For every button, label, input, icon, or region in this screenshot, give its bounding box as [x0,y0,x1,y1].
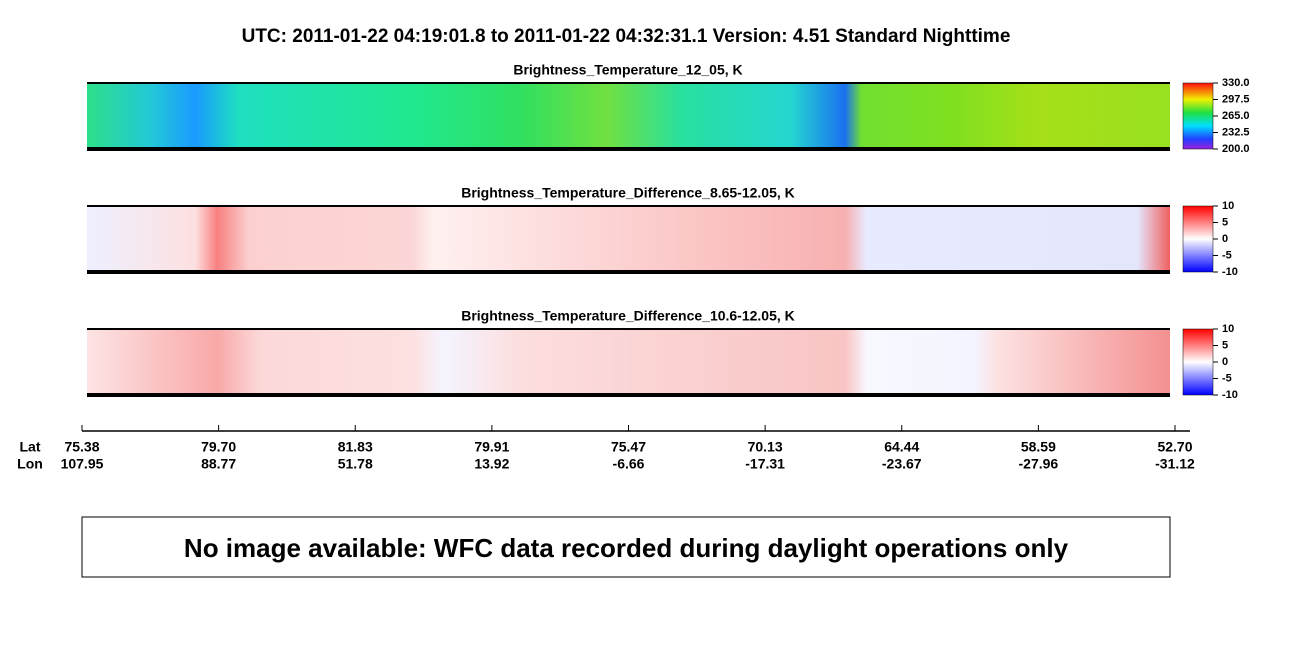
colorbar-label: 200.0 [1222,143,1250,155]
lon-value: -23.67 [882,456,922,472]
colorbar-label: 10 [1222,323,1234,335]
lon-value: 13.92 [474,456,509,472]
page-title: UTC: 2011-01-22 04:19:01.8 to 2011-01-22… [242,26,1011,47]
colorbar-label: 0 [1222,356,1228,368]
colorbar-label: -10 [1222,266,1238,278]
lat-value: 79.91 [474,439,509,455]
panel-image [87,329,1170,395]
lon-value: -17.31 [745,456,785,472]
lat-value: 75.47 [611,439,646,455]
lon-value: -6.66 [613,456,645,472]
colorbar-label: 5 [1222,216,1228,228]
notice-text: No image available: WFC data recorded du… [184,533,1069,563]
lat-value: 58.59 [1021,439,1056,455]
colorbar-label: -10 [1222,389,1238,401]
colorbar-label: 330.0 [1222,77,1250,89]
colorbar-label: 265.0 [1222,110,1250,122]
lat-value: 70.13 [748,439,783,455]
colorbar-label: 297.5 [1222,93,1250,105]
lat-value: 81.83 [338,439,373,455]
panel-image [87,206,1170,272]
lon-value: 107.95 [61,456,104,472]
colorbar-label: -5 [1222,372,1232,384]
colorbar [1182,82,1214,150]
lat-value: 79.70 [201,439,236,455]
panel-title: Brightness_Temperature_Difference_8.65-1… [461,185,795,201]
lon-value: -27.96 [1019,456,1059,472]
colorbar-label: 232.5 [1222,126,1250,138]
lon-value: -31.12 [1155,456,1195,472]
colorbar [1182,205,1214,273]
lat-value: 75.38 [64,439,99,455]
notice-box [81,516,1171,578]
lat-value: 64.44 [884,439,919,455]
panel-title: Brightness_Temperature_Difference_10.6-1… [461,308,795,324]
panel-image [87,83,1170,149]
lat-label: Lat [20,439,41,455]
lon-value: 51.78 [338,456,373,472]
panel-title: Brightness_Temperature_12_05, K [513,62,742,78]
colorbar-label: 5 [1222,339,1228,351]
lon-value: 88.77 [201,456,236,472]
colorbar [1182,328,1214,396]
colorbar-label: 10 [1222,200,1234,212]
lat-value: 52.70 [1157,439,1192,455]
colorbar-label: 0 [1222,233,1228,245]
colorbar-label: -5 [1222,249,1232,261]
lon-label: Lon [17,456,43,472]
